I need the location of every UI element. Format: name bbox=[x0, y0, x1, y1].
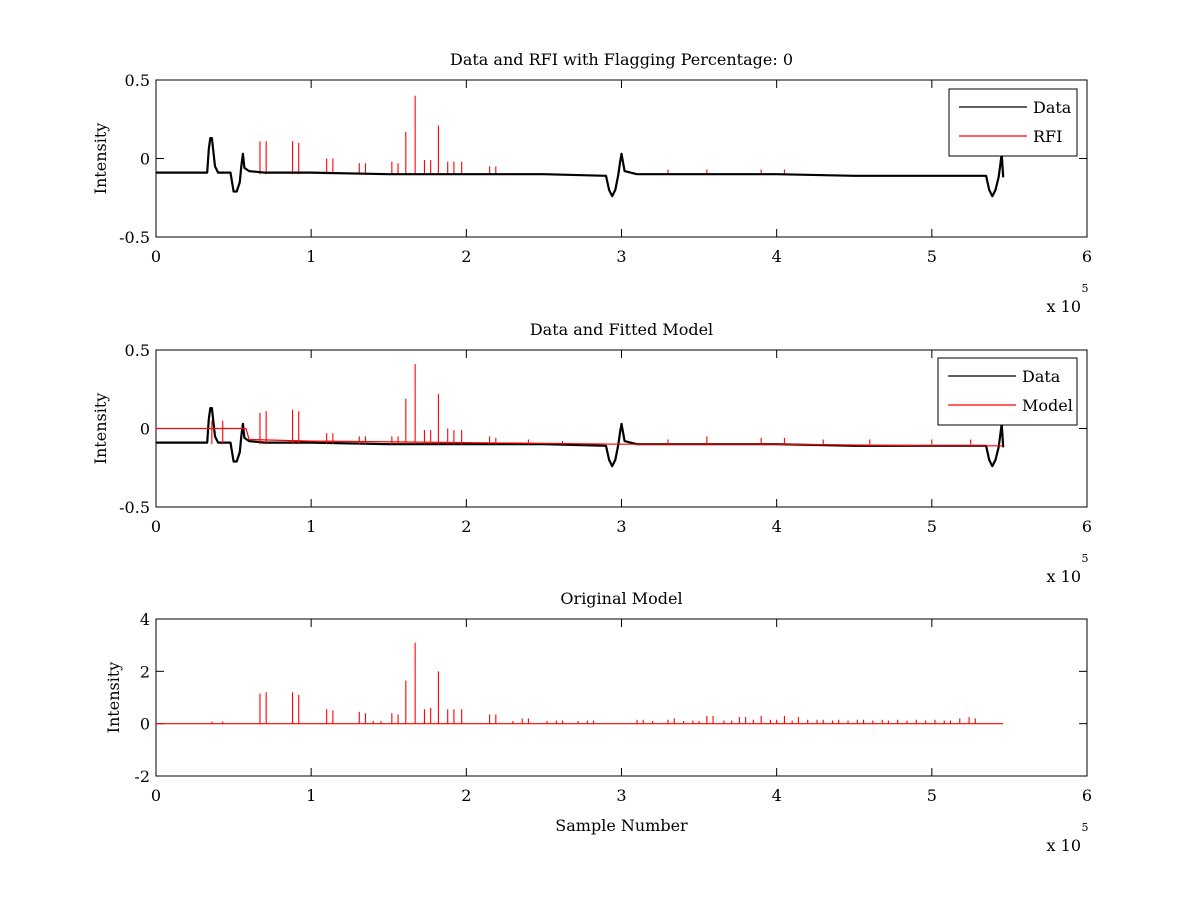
x-axis-label: Sample Number bbox=[555, 816, 688, 835]
data-series-line bbox=[156, 407, 1005, 468]
y-tick-label: 0.5 bbox=[125, 71, 150, 90]
x-tick-label: 5 bbox=[927, 247, 937, 266]
x-multiplier: x 10 bbox=[1047, 297, 1081, 316]
x-tick-label: 4 bbox=[772, 786, 782, 805]
y-axis-label: Intensity bbox=[91, 123, 110, 195]
x-multiplier: x 10 bbox=[1047, 836, 1081, 855]
y-axis-label: Intensity bbox=[104, 662, 123, 734]
x-tick-label: 6 bbox=[1082, 786, 1092, 805]
chart-title: Data and RFI with Flagging Percentage: 0 bbox=[450, 50, 793, 69]
legend: Data RFI bbox=[948, 88, 1078, 157]
legend-label-data: Data bbox=[1022, 367, 1061, 386]
x-multiplier-exponent: 5 bbox=[1082, 282, 1089, 295]
y-tick-label: 0 bbox=[140, 420, 150, 439]
panel-1: Data and RFI with Flagging Percentage: 0… bbox=[91, 50, 1092, 316]
x-multiplier: x 10 bbox=[1047, 567, 1081, 586]
legend-label-model: Model bbox=[1022, 396, 1073, 415]
x-tick-label: 6 bbox=[1082, 247, 1092, 266]
y-tick-label: 0.5 bbox=[125, 341, 150, 360]
y-tick-label: 4 bbox=[140, 610, 150, 629]
x-tick-label: 4 bbox=[772, 517, 782, 536]
x-tick-label: 1 bbox=[306, 247, 316, 266]
model-series-line bbox=[156, 427, 1004, 447]
series-group bbox=[156, 95, 1005, 198]
legend-label-data: Data bbox=[1033, 98, 1072, 117]
x-tick-label: 2 bbox=[461, 786, 471, 805]
x-tick-label: 2 bbox=[461, 247, 471, 266]
x-tick-label: 5 bbox=[927, 517, 937, 536]
x-tick-label: 4 bbox=[772, 247, 782, 266]
x-tick-label: 0 bbox=[151, 247, 161, 266]
x-multiplier-exponent: 5 bbox=[1082, 552, 1089, 565]
y-tick-label: -0.5 bbox=[119, 498, 150, 517]
x-tick-label: 5 bbox=[927, 786, 937, 805]
y-tick-label: -2 bbox=[134, 767, 150, 786]
y-tick-label: 2 bbox=[140, 662, 150, 681]
x-tick-label: 0 bbox=[151, 786, 161, 805]
x-multiplier-exponent: 5 bbox=[1082, 821, 1089, 834]
series-group bbox=[156, 642, 1004, 725]
chart-title: Original Model bbox=[560, 589, 682, 608]
y-tick-label: 0 bbox=[140, 150, 150, 169]
axes-box bbox=[155, 618, 1088, 777]
x-tick-label: 6 bbox=[1082, 517, 1092, 536]
legend-label-rfi: RFI bbox=[1033, 127, 1062, 146]
x-tick-label: 3 bbox=[616, 517, 626, 536]
x-tick-label: 0 bbox=[151, 517, 161, 536]
y-tick-label: 0 bbox=[140, 715, 150, 734]
legend-box bbox=[937, 357, 1078, 426]
legend: Data Model bbox=[937, 357, 1078, 426]
legend-box bbox=[948, 88, 1078, 157]
x-tick-label: 3 bbox=[616, 247, 626, 266]
y-tick-label: -0.5 bbox=[119, 228, 150, 247]
x-tick-label: 2 bbox=[461, 517, 471, 536]
x-tick-label: 1 bbox=[306, 786, 316, 805]
chart-title: Data and Fitted Model bbox=[530, 320, 713, 339]
x-tick-label: 1 bbox=[306, 517, 316, 536]
data-series-line bbox=[156, 137, 1005, 198]
y-axis-label: Intensity bbox=[91, 393, 110, 465]
series-group bbox=[156, 364, 1005, 468]
x-tick-label: 3 bbox=[616, 786, 626, 805]
